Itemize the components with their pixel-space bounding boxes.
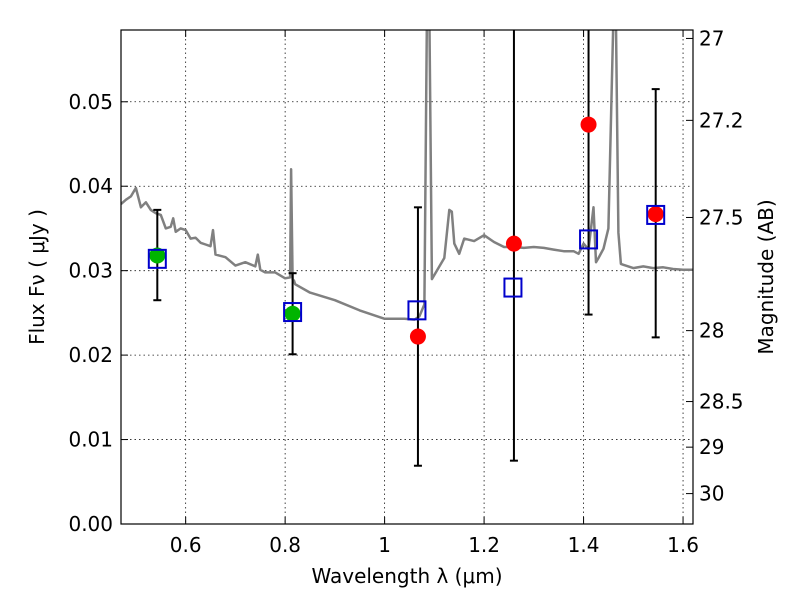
- plot-frame: [120, 29, 694, 525]
- plot-background: [121, 30, 693, 524]
- grid: [121, 30, 693, 524]
- y-tick-label: 0.05: [68, 90, 113, 114]
- axes: 0.6 0.8 1 1.2 1.4 1.6 0.00 0.01 0.02 0.03 0.04 0.05…: [68, 26, 743, 557]
- y-tick-label: 0.04: [68, 174, 113, 198]
- model-photometry-square: [503, 277, 523, 298]
- data-layer: [121, 30, 693, 467]
- right-tick-label: 30: [699, 482, 724, 506]
- y-tick-label: 0.01: [68, 428, 113, 452]
- model-photometry-square: [646, 204, 666, 225]
- data-point: [580, 116, 597, 133]
- data-point: [409, 328, 426, 345]
- model-photometry-square: [147, 248, 167, 269]
- x-tick-label: 0.8: [269, 533, 301, 557]
- right-tick-label: 27.5: [699, 205, 744, 229]
- x-tick-label: 1.4: [568, 533, 600, 557]
- y-tick-label: 0.03: [68, 259, 113, 283]
- sed-model-line: [121, 30, 693, 321]
- model-photometry-square: [283, 302, 303, 323]
- data-point: [284, 305, 301, 322]
- right-tick-label: 28.5: [699, 390, 744, 414]
- y-axis-label: Flux Fν ( μJy ): [25, 209, 49, 345]
- right-tick-label: 28: [699, 319, 724, 343]
- model-photometry-square: [579, 229, 599, 250]
- x-tick-label: 1: [378, 533, 391, 557]
- right-tick-label: 27.2: [699, 108, 744, 132]
- x-tick-label: 1.6: [667, 533, 699, 557]
- y-tick-label: 0.00: [68, 512, 113, 536]
- model-photometry-square: [407, 300, 427, 321]
- data-point: [505, 235, 522, 252]
- y-tick-label: 0.02: [68, 343, 113, 367]
- x-axis-label: Wavelength λ (μm): [311, 564, 502, 588]
- right-tick-label: 27: [699, 26, 724, 50]
- x-tick-label: 0.6: [170, 533, 202, 557]
- x-tick-label: 1.2: [468, 533, 500, 557]
- data-point: [149, 247, 166, 264]
- data-point: [647, 206, 664, 223]
- right-tick-label: 29: [699, 435, 724, 459]
- right-axis-label: Magnitude (AB): [754, 199, 778, 354]
